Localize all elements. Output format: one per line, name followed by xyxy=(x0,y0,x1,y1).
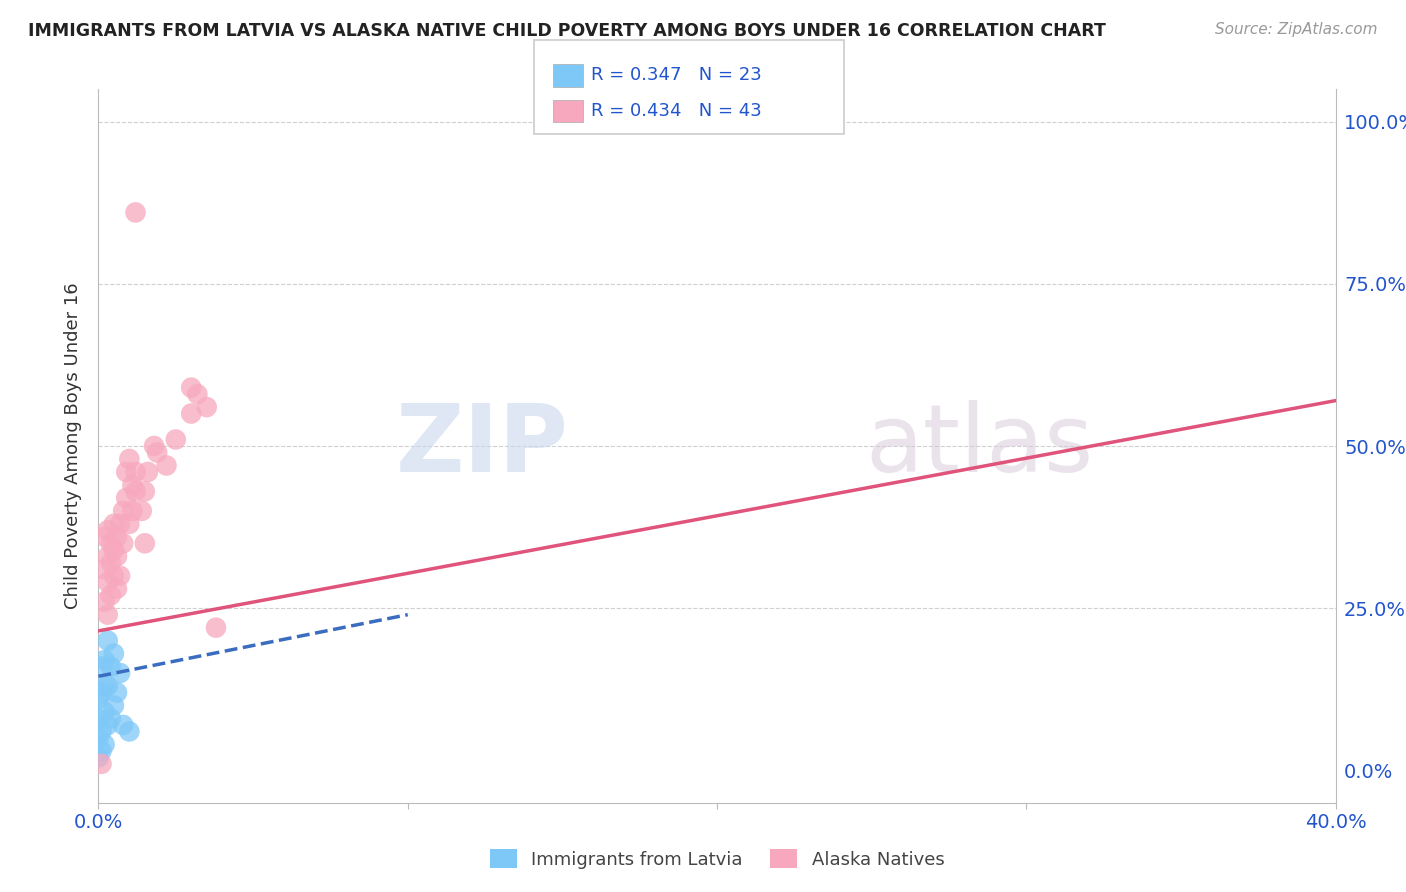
Point xyxy=(90,724,112,739)
Point xyxy=(115,491,138,505)
Text: R = 0.434   N = 43: R = 0.434 N = 43 xyxy=(591,102,761,120)
Point xyxy=(100,588,122,602)
Point xyxy=(121,478,143,492)
Point xyxy=(90,756,112,771)
Point xyxy=(105,685,128,699)
Y-axis label: Child Poverty Among Boys Under 16: Child Poverty Among Boys Under 16 xyxy=(63,283,82,609)
Point xyxy=(87,692,110,706)
Point xyxy=(100,711,122,725)
Point xyxy=(118,516,141,531)
Point xyxy=(105,530,128,544)
Point xyxy=(146,445,169,459)
Point xyxy=(118,452,141,467)
Point xyxy=(97,718,120,732)
Point xyxy=(90,659,112,673)
Point xyxy=(155,458,177,473)
Point xyxy=(136,465,159,479)
Point xyxy=(205,621,228,635)
Point xyxy=(103,647,125,661)
Point xyxy=(93,705,115,719)
Point xyxy=(90,744,112,758)
Point xyxy=(124,205,146,219)
Point xyxy=(180,407,202,421)
Point xyxy=(100,659,122,673)
Point xyxy=(105,582,128,596)
Point xyxy=(97,575,120,590)
Point xyxy=(100,556,122,570)
Point xyxy=(118,724,141,739)
Text: atlas: atlas xyxy=(866,400,1094,492)
Point xyxy=(108,666,131,681)
Point xyxy=(103,516,125,531)
Text: ZIP: ZIP xyxy=(395,400,568,492)
Point xyxy=(180,381,202,395)
Point xyxy=(93,738,115,752)
Point xyxy=(165,433,187,447)
Point xyxy=(93,679,115,693)
Point xyxy=(87,711,110,725)
Point xyxy=(112,504,135,518)
Point xyxy=(134,536,156,550)
Point xyxy=(124,465,146,479)
Point xyxy=(108,516,131,531)
Point xyxy=(124,484,146,499)
Point xyxy=(97,549,120,564)
Point xyxy=(105,549,128,564)
Point xyxy=(87,750,110,764)
Point xyxy=(93,653,115,667)
Point xyxy=(87,731,110,745)
Point xyxy=(100,536,122,550)
Point xyxy=(97,679,120,693)
Text: Source: ZipAtlas.com: Source: ZipAtlas.com xyxy=(1215,22,1378,37)
Point xyxy=(103,568,125,582)
Point xyxy=(93,595,115,609)
Point xyxy=(90,685,112,699)
Point xyxy=(195,400,218,414)
Point xyxy=(108,568,131,582)
Legend: Immigrants from Latvia, Alaska Natives: Immigrants from Latvia, Alaska Natives xyxy=(482,842,952,876)
Point xyxy=(93,562,115,576)
Point xyxy=(97,633,120,648)
Point xyxy=(112,718,135,732)
Point xyxy=(121,504,143,518)
Point xyxy=(115,465,138,479)
Point xyxy=(134,484,156,499)
Point xyxy=(112,536,135,550)
Point xyxy=(103,698,125,713)
Point xyxy=(93,530,115,544)
Point xyxy=(97,607,120,622)
Point xyxy=(97,524,120,538)
Text: R = 0.347   N = 23: R = 0.347 N = 23 xyxy=(591,66,761,84)
Point xyxy=(186,387,208,401)
Point xyxy=(143,439,166,453)
Text: IMMIGRANTS FROM LATVIA VS ALASKA NATIVE CHILD POVERTY AMONG BOYS UNDER 16 CORREL: IMMIGRANTS FROM LATVIA VS ALASKA NATIVE … xyxy=(28,22,1107,40)
Point xyxy=(131,504,153,518)
Point xyxy=(103,542,125,557)
